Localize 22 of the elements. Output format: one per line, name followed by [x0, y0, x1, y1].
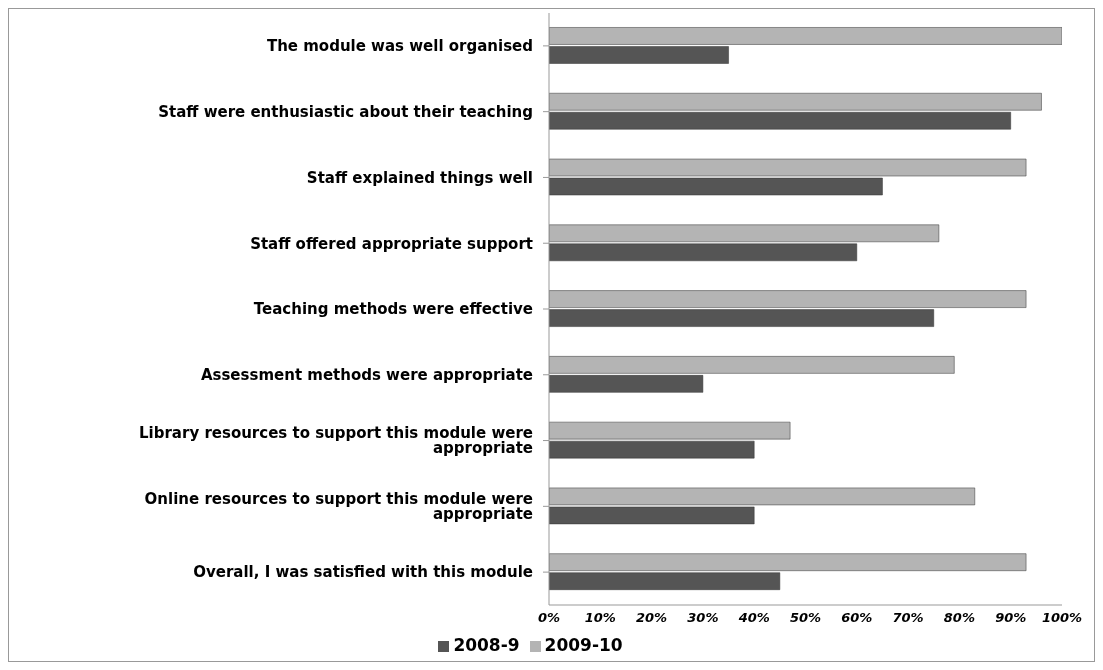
x-tick-label: 20%: [636, 610, 668, 626]
x-tick-label: 40%: [737, 610, 770, 626]
y-tick-label: Staff offered appropriate support: [250, 234, 533, 253]
legend-label: 2008-9: [453, 635, 520, 655]
y-tick-label: The module was well organised: [266, 37, 533, 56]
x-tick-label: 90%: [995, 610, 1027, 626]
x-tick-label: 50%: [789, 610, 822, 626]
x-tick-label: 100%: [1041, 610, 1083, 626]
y-tick-label: Staff explained things well: [306, 168, 533, 187]
y-tick-label: Teaching methods were effective: [253, 300, 533, 319]
y-tick-label: Staff were enthusiastic about their teaching: [158, 102, 533, 121]
x-tick-label: 60%: [841, 610, 873, 626]
x-tick-label: 70%: [892, 610, 924, 626]
x-tick-label: 80%: [943, 610, 975, 626]
y-tick-label: Library resources to support this module were appropriate: [139, 424, 533, 458]
y-tick-label: Overall, I was satisfied with this module: [193, 563, 533, 582]
y-tick-label: Online resources to support this module were appropriate: [144, 490, 533, 524]
x-tick-label: 30%: [687, 610, 719, 626]
x-tick-label: 0%: [537, 610, 561, 626]
x-tick-label: 10%: [584, 610, 616, 626]
legend-label: 2009-10: [544, 635, 623, 655]
y-tick-label: Assessment methods were appropriate: [200, 366, 533, 385]
